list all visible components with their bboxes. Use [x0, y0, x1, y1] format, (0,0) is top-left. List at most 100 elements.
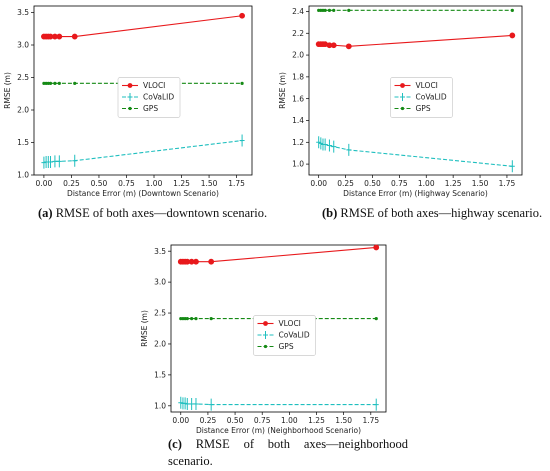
y-axis-label: RMSE (m)	[140, 310, 149, 347]
plot-frame	[170, 244, 387, 413]
y-tick-label: 1.0	[292, 160, 304, 169]
data-point-gps	[194, 317, 198, 321]
data-point-gps	[42, 81, 46, 85]
legend-label-gps: GPS	[416, 104, 431, 113]
data-point-covalid	[208, 398, 214, 411]
legend-marker-covalid	[263, 331, 268, 339]
y-tick-label: 2.2	[292, 29, 304, 38]
data-point-vloci	[71, 33, 78, 40]
series-line-covalid	[318, 141, 513, 167]
series-line-covalid	[43, 140, 243, 164]
data-point-covalid	[56, 155, 62, 168]
x-tick-label: 0.25	[337, 179, 354, 188]
y-tick-label: 2.5	[17, 73, 29, 82]
legend-label-covalid: CoVaLID	[143, 93, 174, 102]
caption-a: (a) RMSE of both axes—downtown scenario.	[38, 205, 278, 222]
chart-highway: 0.00 0.25 0.50 0.75 1.00 1.25 1.50 1.75 1.0 1.2 1.…	[278, 5, 523, 198]
y-tick-label: 3.5	[154, 247, 166, 256]
x-tick-label: 1.00	[146, 179, 163, 188]
data-point-covalid	[72, 154, 78, 167]
data-point-covalid	[239, 134, 245, 147]
y-tick-label: 3.5	[17, 8, 29, 17]
data-point-covalid	[193, 397, 199, 410]
legend-marker-gps	[128, 106, 132, 111]
y-tick-label: 1.0	[154, 401, 166, 410]
data-point-covalid	[189, 397, 195, 410]
chart-panel-a: 0.00 0.25 0.50 0.75 1.00 1.25 1.50 1.75 1.0 1.5 2.…	[0, 0, 275, 200]
x-tick-label: 1.75	[362, 416, 379, 425]
x-tick-label: 1.50	[472, 179, 489, 188]
legend-label-vloci: VLOCI	[279, 319, 301, 328]
y-tick-label: 1.5	[17, 138, 29, 147]
data-point-vloci	[330, 42, 337, 49]
chart-downtown: 0.00 0.25 0.50 0.75 1.00 1.25 1.50 1.75 1.0 1.5 2.…	[3, 5, 253, 198]
data-point-gps	[510, 8, 514, 12]
data-point-covalid	[373, 398, 379, 411]
x-tick-label: 0.50	[364, 179, 381, 188]
y-axis-label: RMSE (m)	[278, 72, 287, 109]
data-point-gps	[347, 8, 351, 12]
x-tick-label: 0.00	[310, 179, 327, 188]
caption-c-tag: (c)	[168, 437, 182, 451]
caption-b-tag: (b)	[322, 206, 338, 220]
plot-frame	[308, 5, 523, 176]
data-point-covalid	[346, 143, 352, 156]
y-tick-label: 1.5	[154, 370, 166, 379]
data-point-gps	[57, 81, 61, 85]
caption-c-text: RMSE of both axes—neighborhood scenario.	[168, 437, 408, 468]
data-point-covalid	[331, 140, 337, 153]
x-tick-label: 1.25	[308, 416, 325, 425]
x-tick-label: 1.75	[228, 179, 245, 188]
data-point-gps	[190, 317, 194, 321]
data-point-covalid	[509, 160, 515, 173]
x-tick-label: 1.00	[418, 179, 435, 188]
caption-b-text: RMSE of both axes—highway scenario.	[340, 206, 543, 220]
legend-marker-vloci	[127, 83, 133, 88]
plot-frame	[33, 5, 253, 176]
data-point-vloci	[509, 32, 516, 39]
data-point-gps	[48, 81, 53, 85]
x-tick-label: 0.75	[118, 179, 135, 188]
x-tick-label: 0.25	[200, 416, 217, 425]
y-axis-label: RMSE (m)	[3, 72, 12, 109]
x-tick-label: 0.25	[63, 179, 80, 188]
data-point-vloci	[239, 12, 245, 19]
data-point-gps	[240, 81, 244, 85]
legend-label-gps: GPS	[279, 342, 294, 351]
y-tick-label: 3.0	[154, 278, 166, 287]
data-point-covalid	[182, 397, 188, 410]
x-tick-label: 1.50	[335, 416, 352, 425]
data-point-vloci	[56, 33, 63, 40]
data-point-gps	[44, 81, 48, 85]
data-point-covalid	[48, 156, 54, 168]
legend-label-vloci: VLOCI	[416, 81, 438, 90]
x-tick-label: 0.50	[91, 179, 108, 188]
data-point-gps	[46, 81, 50, 85]
x-tick-label: 1.00	[281, 416, 298, 425]
y-tick-label: 1.6	[292, 94, 304, 103]
x-tick-label: 0.00	[36, 179, 53, 188]
legend-box	[390, 77, 453, 118]
caption-c: (c) RMSE of both axes—neighborhood scena…	[168, 436, 408, 470]
legend-box	[117, 77, 181, 118]
legend-label-vloci: VLOCI	[143, 81, 165, 90]
data-point-covalid	[184, 397, 190, 410]
data-point-covalid	[52, 155, 58, 168]
x-axis-label: Distance Error (m) (Downtown Scenario)	[67, 189, 219, 198]
data-point-gps	[185, 317, 189, 321]
data-point-covalid	[326, 139, 332, 152]
x-tick-label: 1.25	[445, 179, 462, 188]
legend-box	[253, 315, 316, 356]
data-point-gps	[209, 317, 213, 321]
caption-a-text: RMSE of both axes—downtown scenario.	[55, 206, 268, 220]
y-tick-label: 2.4	[292, 7, 304, 16]
x-tick-label: 1.25	[173, 179, 190, 188]
data-point-covalid	[322, 138, 328, 151]
legend-label-covalid: CoVaLID	[416, 93, 447, 102]
x-tick-label: 1.50	[201, 179, 218, 188]
x-tick-label: 0.00	[172, 416, 189, 425]
y-tick-label: 2.0	[292, 51, 304, 60]
y-tick-label: 1.8	[292, 72, 304, 81]
chart-panel-b: 0.00 0.25 0.50 0.75 1.00 1.25 1.50 1.75 1.0 1.2 1.…	[278, 0, 550, 200]
chart-panel-c: 0.00 0.25 0.50 0.75 1.00 1.25 1.50 1.75 1.0 1.5 2.…	[138, 238, 413, 438]
